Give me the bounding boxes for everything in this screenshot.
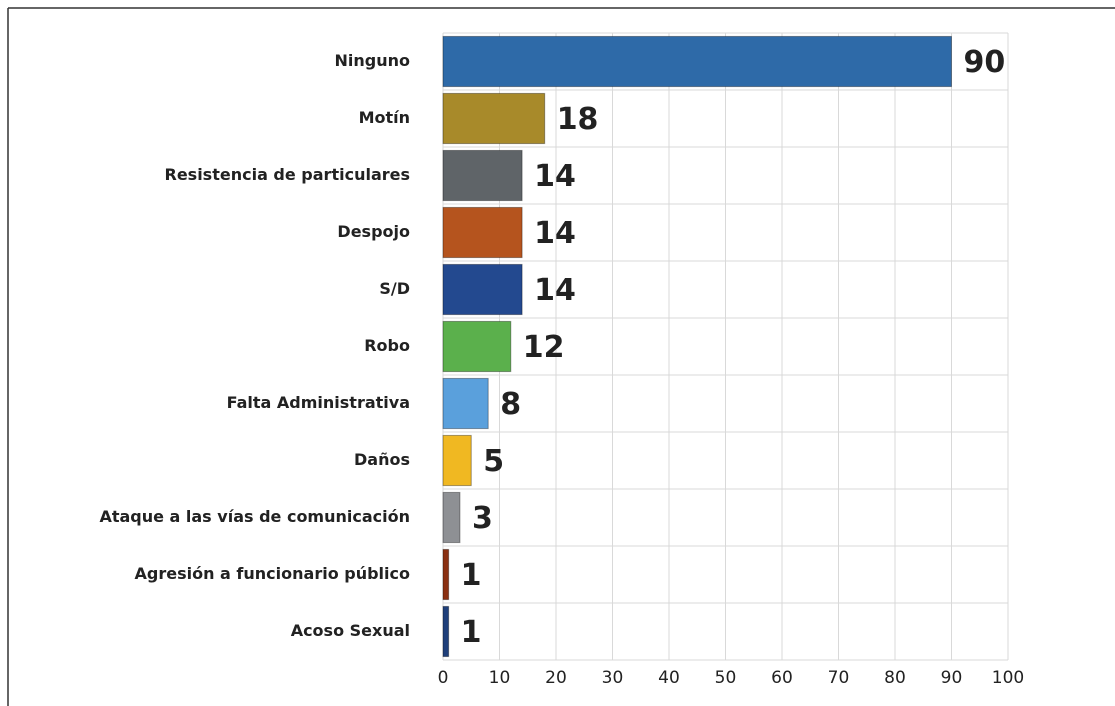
x-tick-label: 90 (941, 668, 963, 688)
bar (442, 149, 523, 202)
x-tick-label: 70 (828, 668, 850, 688)
bar (442, 92, 546, 145)
data-label: 1 (461, 615, 482, 650)
data-label: 3 (472, 501, 493, 536)
data-label: 1 (461, 558, 482, 593)
data-label: 14 (534, 216, 576, 251)
x-tick-label: 100 (992, 668, 1024, 688)
data-label: 18 (557, 102, 599, 137)
data-label: 14 (534, 273, 576, 308)
y-tick-label: Ninguno (335, 51, 411, 70)
y-tick-label: Robo (364, 336, 410, 355)
bar (442, 263, 523, 316)
y-tick-label: Motín (359, 108, 410, 127)
x-tick-label: 10 (489, 668, 511, 688)
bar (442, 35, 952, 88)
x-tick-label: 60 (771, 668, 793, 688)
bar (442, 206, 523, 259)
data-label: 12 (523, 330, 565, 365)
bar (442, 434, 472, 487)
y-tick-label: Falta Administrativa (227, 393, 410, 412)
y-tick-label: Despojo (337, 222, 410, 241)
bar (442, 377, 489, 430)
bar (442, 320, 512, 373)
y-tick-label: Ataque a las vías de comunicación (99, 507, 410, 526)
y-tick-label: Agresión a funcionario público (135, 564, 410, 583)
bar (442, 548, 450, 601)
x-tick-label: 50 (715, 668, 737, 688)
data-label: 14 (534, 159, 576, 194)
data-label: 90 (964, 45, 1006, 80)
x-tick-label: 30 (602, 668, 624, 688)
bar (442, 491, 461, 544)
x-tick-label: 20 (545, 668, 567, 688)
y-tick-label: S/D (379, 279, 410, 298)
x-tick-label: 80 (884, 668, 906, 688)
y-tick-label: Daños (354, 450, 410, 469)
data-label: 5 (483, 444, 504, 479)
data-label: 8 (500, 387, 521, 422)
y-tick-label: Resistencia de particulares (165, 165, 411, 184)
y-tick-label: Acoso Sexual (291, 621, 410, 640)
x-tick-label: 0 (438, 668, 449, 688)
x-tick-label: 40 (658, 668, 680, 688)
bar (442, 605, 450, 658)
